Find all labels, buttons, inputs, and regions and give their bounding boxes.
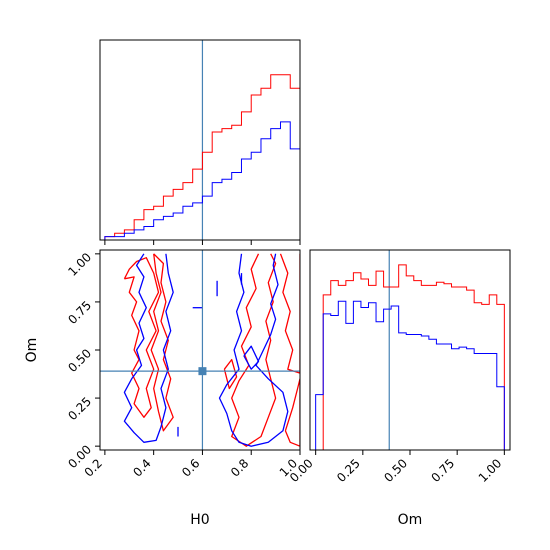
histogram-h0-red xyxy=(104,74,301,240)
histogram-om-red xyxy=(315,264,505,451)
x-h0-tick-label: 0.4 xyxy=(130,456,153,479)
contour-blue xyxy=(123,253,174,443)
y-om-tick-label: 1.00 xyxy=(65,250,94,279)
h0-histogram-panel xyxy=(99,39,301,245)
om-vs-h0-contour-panel: 0.2 0.4 0.6 0.8 1.00.000.250.500.751.00 xyxy=(65,249,301,480)
x-om-tick-label: 0.75 xyxy=(428,456,457,485)
x-om-tick-label: 0.25 xyxy=(334,456,363,485)
axes-frame xyxy=(99,39,301,241)
y-om-tick-label: 0.75 xyxy=(65,298,94,327)
contour-red xyxy=(150,253,174,432)
y-axis-label-om: Om xyxy=(24,338,40,363)
contour-group xyxy=(123,253,300,447)
axes-frame xyxy=(309,249,511,451)
x-h0-tick-label: 0.8 xyxy=(228,456,251,479)
x-om-tick-label: 0.50 xyxy=(381,456,410,485)
contour-red xyxy=(231,253,277,447)
y-om-tick-label: 0.50 xyxy=(65,346,94,375)
histogram-h0-blue xyxy=(104,121,301,240)
contour-red xyxy=(123,257,160,418)
contour-red xyxy=(223,358,238,390)
x-h0-tick-label: 0.6 xyxy=(179,456,202,479)
x-axis-label-h0: H0 xyxy=(190,512,209,528)
contour-blue xyxy=(218,253,289,447)
contour-red xyxy=(284,378,300,447)
truth-marker xyxy=(198,367,207,376)
x-om-tick-label: 1.00 xyxy=(476,456,505,485)
y-om-tick-label: 0.25 xyxy=(65,394,94,423)
x-axis-label-om: Om xyxy=(398,512,423,528)
om-histogram-panel: 0.00 0.25 0.50 0.75 1.00 xyxy=(287,249,511,485)
contour-blue xyxy=(243,345,260,370)
histogram-om-blue xyxy=(315,300,505,450)
contour-red xyxy=(279,253,300,374)
